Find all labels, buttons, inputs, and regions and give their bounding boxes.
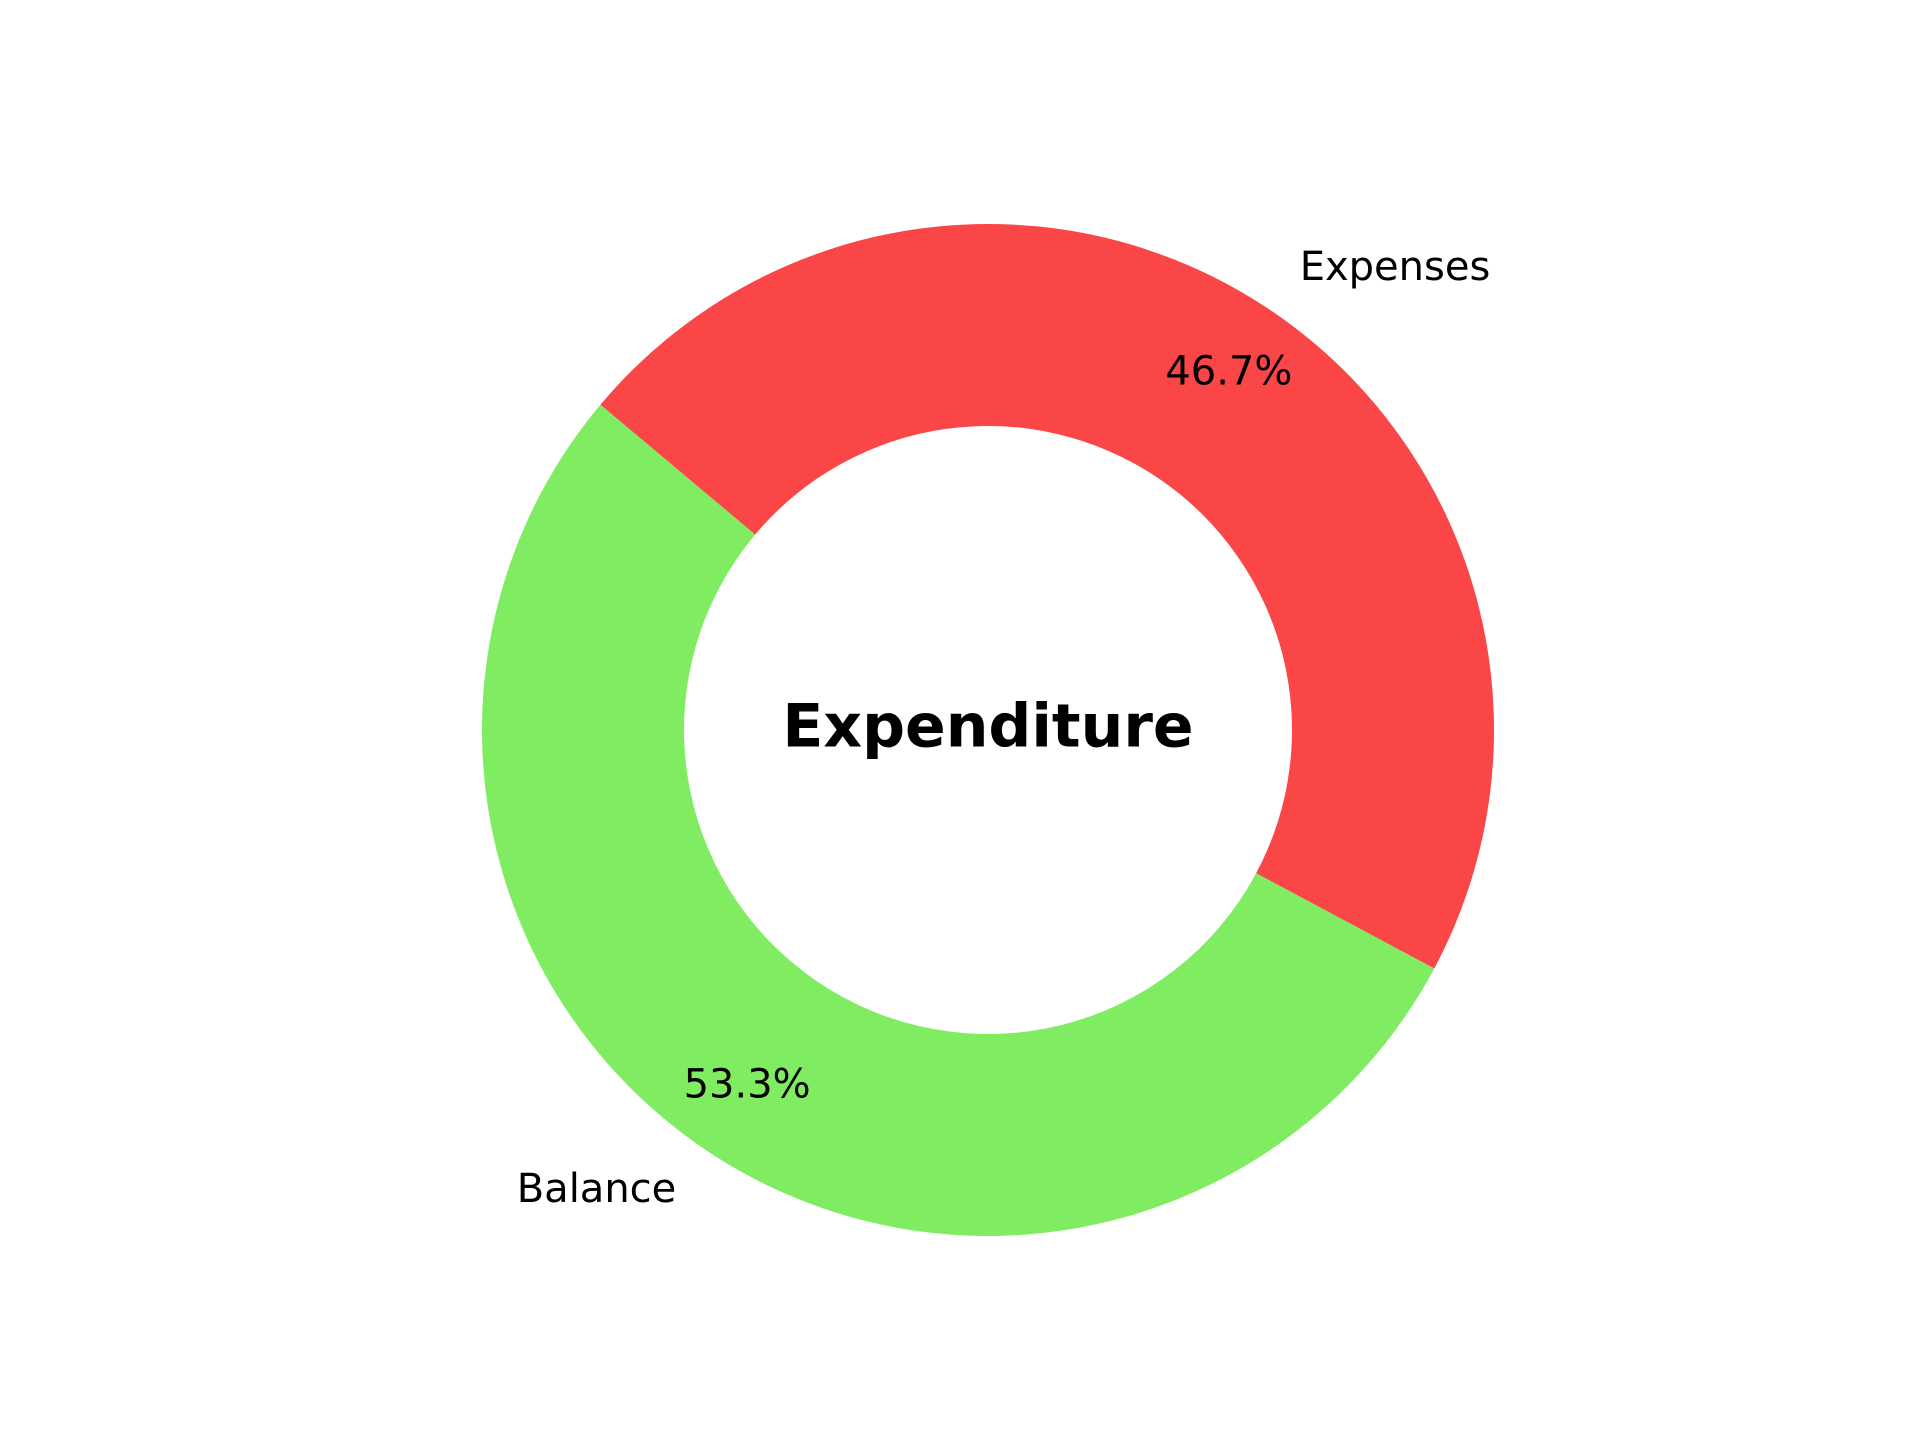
slice-pct-balance: 53.3% xyxy=(684,1061,811,1107)
slice-balance xyxy=(481,404,1435,1237)
slice-pct-expenses: 46.7% xyxy=(1165,349,1292,395)
slice-expenses xyxy=(600,224,1494,969)
labels-layer: Expenses 46.7% Balance 53.3% xyxy=(517,244,1491,1212)
center-title: Expenditure xyxy=(782,692,1193,762)
slices-layer xyxy=(481,224,1494,1237)
slice-label-expenses: Expenses xyxy=(1300,244,1491,290)
slice-label-balance: Balance xyxy=(517,1166,677,1212)
